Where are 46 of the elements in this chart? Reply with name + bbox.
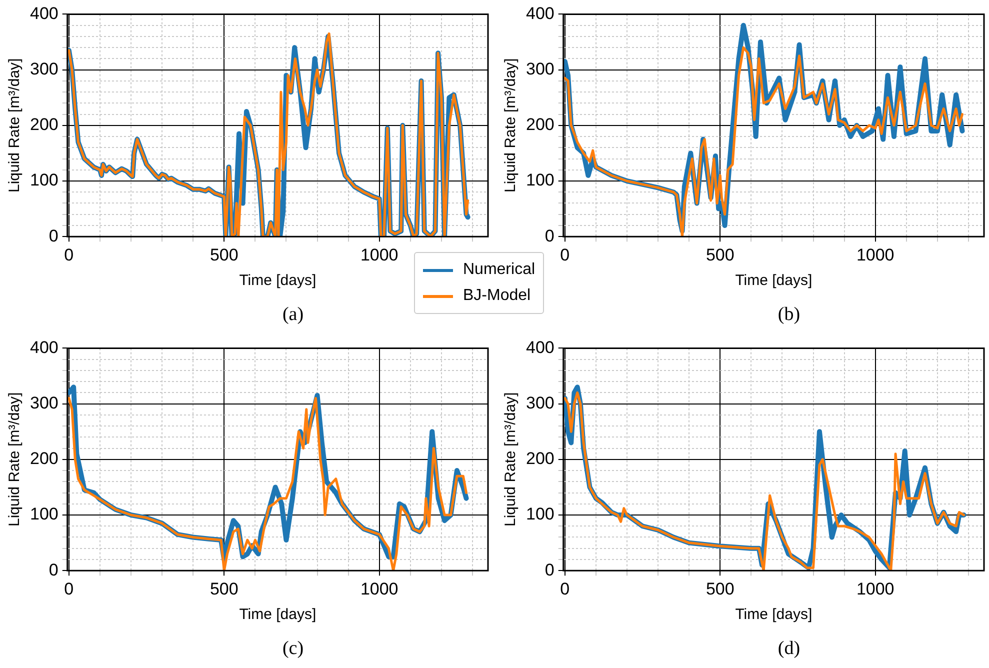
y-tick-label: 300 (526, 59, 554, 78)
x-tick-label: 1000 (856, 579, 894, 598)
text: (a) (281, 304, 305, 326)
y-tick-label: 200 (526, 449, 554, 468)
x-tick-label: 0 (64, 245, 74, 264)
y-tick-label: 400 (30, 4, 58, 23)
y-tick-label: 400 (526, 4, 554, 23)
y-tick-label: 300 (526, 393, 554, 412)
y-axis-title: Liquid Rate [m³/day] (6, 58, 24, 193)
x-tick-label: 1000 (856, 245, 894, 264)
y-tick-label: 400 (30, 338, 58, 357)
y-tick-label: 200 (526, 115, 554, 134)
text: (c) (281, 638, 305, 660)
y-tick-label: 100 (30, 504, 58, 524)
x-axis-title: Time [days] (239, 272, 316, 290)
y-tick-label: 200 (30, 115, 58, 134)
y-tick-label: 0 (48, 226, 58, 246)
legend-label: Numerical (463, 261, 536, 279)
y-axis-title: Liquid Rate [m³/day] (502, 58, 520, 193)
x-tick-label: 500 (210, 245, 238, 264)
x-axis-title: Time [days] (735, 606, 812, 624)
y-tick-label: 0 (544, 560, 554, 580)
y-tick-label: 0 (48, 560, 58, 580)
x-tick-label: 1000 (360, 579, 398, 598)
x-tick-label: 1000 (360, 245, 398, 264)
x-tick-label: 0 (560, 245, 570, 264)
x-axis-title: Time [days] (735, 272, 812, 290)
y-tick-label: 100 (526, 504, 554, 524)
x-tick-label: 0 (560, 579, 570, 598)
y-axis-title: Liquid Rate [m³/day] (6, 392, 24, 527)
text: (b) (776, 304, 802, 326)
y-axis-title: Liquid Rate [m³/day] (502, 392, 520, 527)
y-tick-label: 300 (30, 59, 58, 78)
y-tick-label: 400 (526, 338, 554, 357)
y-tick-label: 200 (30, 449, 58, 468)
x-tick-label: 0 (64, 579, 74, 598)
y-tick-label: 100 (30, 170, 58, 190)
y-tick-label: 300 (30, 393, 58, 412)
x-tick-label: 500 (210, 579, 238, 598)
text: (d) (776, 638, 802, 660)
x-axis-title: Time [days] (239, 606, 316, 624)
x-tick-label: 500 (706, 579, 734, 598)
y-tick-label: 0 (544, 226, 554, 246)
y-tick-label: 100 (526, 170, 554, 190)
x-tick-label: 500 (706, 245, 734, 264)
legend-label: BJ-Model (463, 287, 531, 305)
